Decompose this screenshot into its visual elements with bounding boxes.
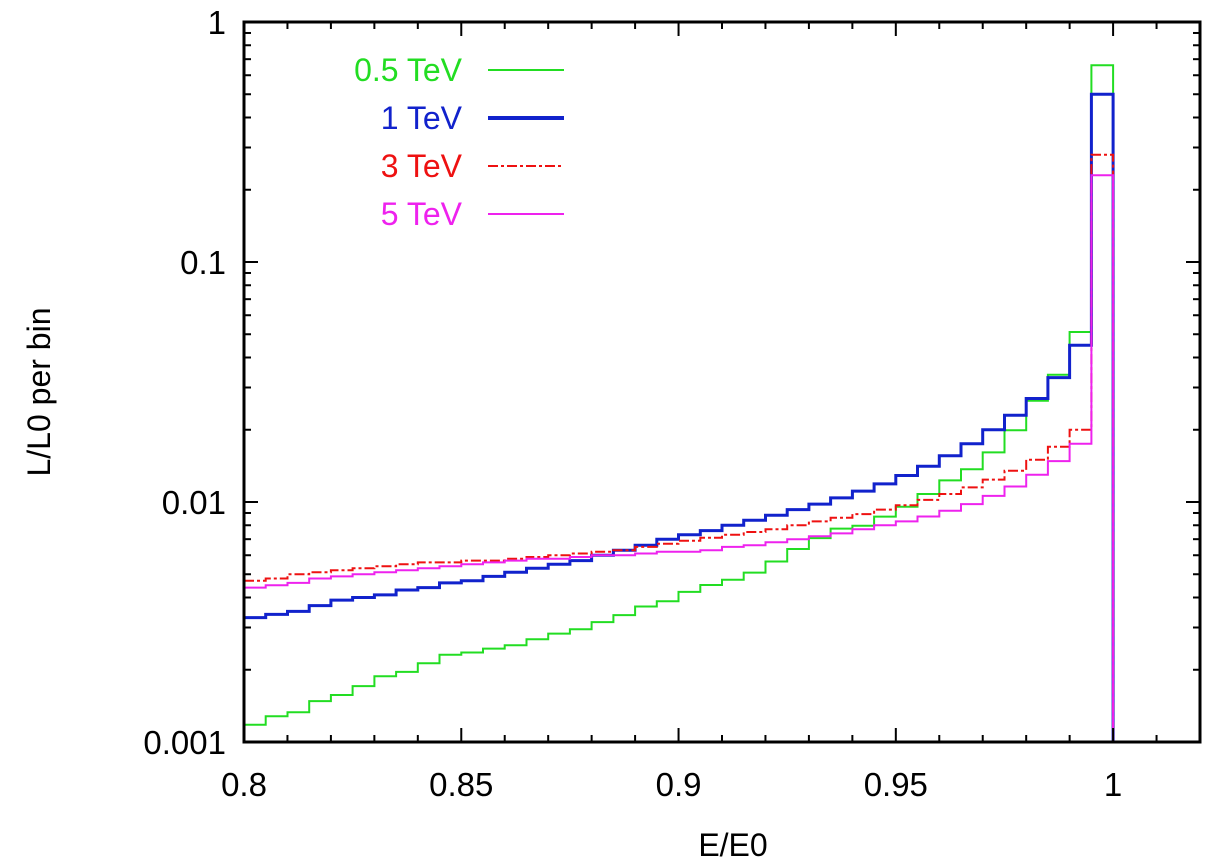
x-tick-label: 0.85	[429, 766, 493, 803]
labels-layer: 0.8 0.85 0.9 0.95 1 0.001 0.01 0.1 1	[143, 4, 1122, 803]
x-tick-label: 0.8	[221, 766, 267, 803]
x-tick-label: 1	[1104, 766, 1122, 803]
x-tick-label: 0.95	[864, 766, 928, 803]
legend-label: 1 TeV	[381, 100, 463, 136]
x-tick-label: 0.9	[656, 766, 702, 803]
legend-label: 3 TeV	[381, 148, 463, 184]
y-tick-label: 0.001	[143, 724, 226, 761]
legend: 0.5 TeV 1 TeV 3 TeV 5 TeV	[354, 52, 564, 232]
y-axis-title: L/L0 per bin	[21, 307, 57, 476]
x-axis-title: E/E0	[698, 827, 767, 863]
legend-label: 0.5 TeV	[354, 52, 463, 88]
series-line-0-5-tev	[244, 64, 1115, 742]
series-line-3-tev	[244, 153, 1115, 742]
series-line-1-tev	[244, 92, 1115, 742]
y-tick-label: 0.1	[180, 244, 226, 281]
series-layer	[244, 64, 1115, 742]
y-tick-label: 0.01	[162, 484, 226, 521]
y-tick-label: 1	[208, 4, 226, 41]
series-line-5-tev	[244, 174, 1115, 742]
legend-label: 5 TeV	[381, 196, 463, 232]
ticks-layer	[243, 21, 1200, 743]
